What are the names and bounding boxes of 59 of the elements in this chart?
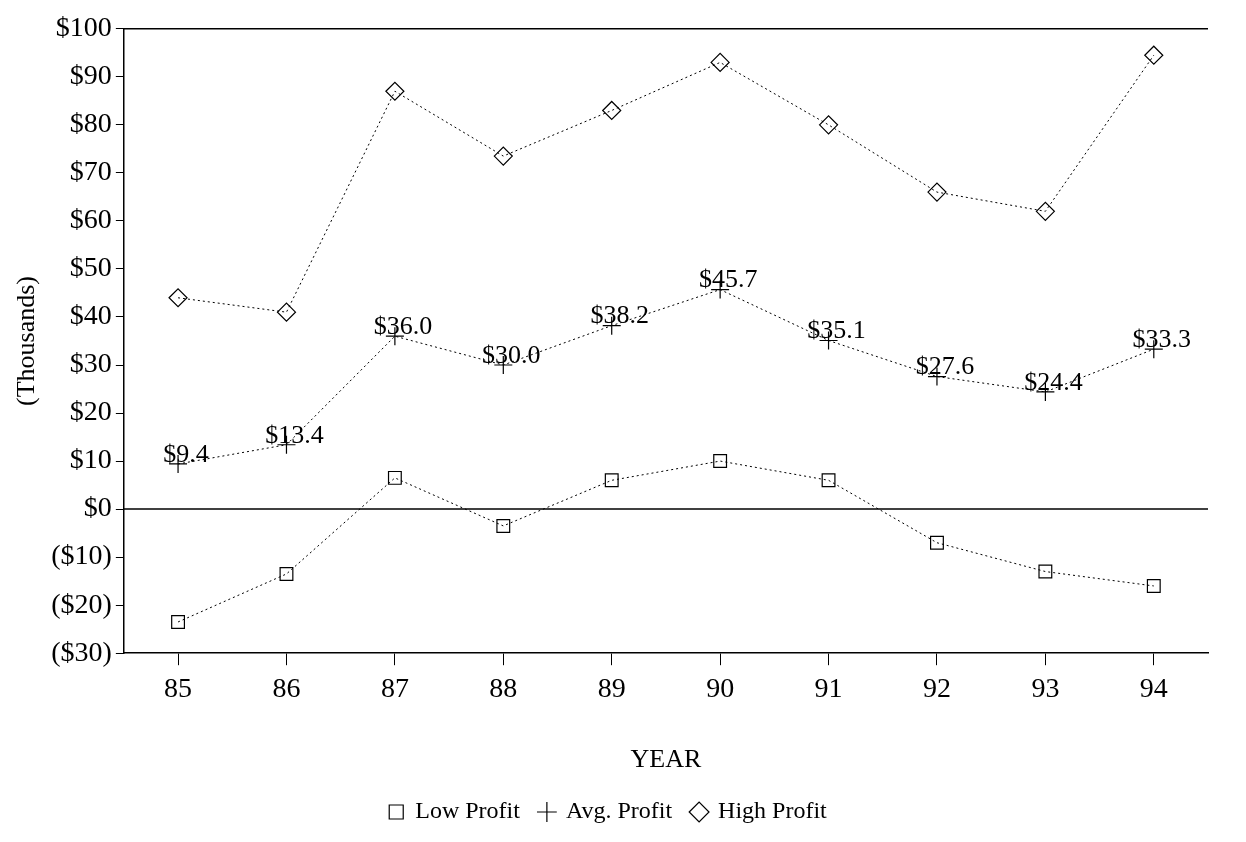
y-tick-label: $60 <box>69 203 112 235</box>
y-tick-label: ($30) <box>51 635 112 667</box>
point <box>602 100 622 121</box>
legend-label: Avg. Profit <box>565 797 673 824</box>
x-tick-label: 94 <box>1139 672 1168 704</box>
point <box>1038 564 1053 579</box>
y-tick-label: $50 <box>69 251 112 283</box>
point <box>1144 45 1164 65</box>
point <box>493 146 513 166</box>
point <box>713 454 728 469</box>
data-label: $24.4 <box>1024 366 1083 396</box>
x-tick-label: 92 <box>922 672 951 704</box>
point <box>821 473 836 488</box>
data-label: $36.0 <box>373 311 433 341</box>
point <box>496 518 511 533</box>
point <box>279 566 294 581</box>
x-tick-label: 91 <box>814 672 843 704</box>
point <box>387 470 402 485</box>
y-tick-label: $20 <box>69 395 112 427</box>
data-label: $33.3 <box>1132 323 1192 353</box>
point <box>1146 578 1161 593</box>
y-tick-label: ($10) <box>51 539 112 571</box>
point <box>927 182 947 202</box>
legend-label: High Profit <box>718 797 828 824</box>
data-label: $27.6 <box>915 351 975 381</box>
y-tick-label: $70 <box>69 155 112 187</box>
x-axis-title: YEAR <box>630 744 702 774</box>
point <box>818 115 839 135</box>
y-axis-title: (Thousands) <box>11 276 41 406</box>
y-tick-label: $80 <box>69 107 112 139</box>
data-label: $13.4 <box>265 419 324 449</box>
y-tick-label: $100 <box>55 11 112 43</box>
x-tick-label: 85 <box>164 672 193 704</box>
x-tick-label: 90 <box>706 672 735 704</box>
point <box>171 615 186 629</box>
point <box>385 81 405 101</box>
x-tick-label: 88 <box>489 672 518 704</box>
point <box>1035 201 1055 221</box>
point <box>710 52 730 73</box>
x-tick-label: 86 <box>272 672 301 704</box>
y-tick-label: $30 <box>69 347 112 379</box>
y-tick-label: ($20) <box>51 587 112 619</box>
point <box>930 535 944 550</box>
point <box>168 288 188 308</box>
data-label: $38.2 <box>590 300 649 330</box>
x-tick-label: 93 <box>1031 672 1060 704</box>
y-tick-label: $0 <box>83 491 112 523</box>
data-label: $45.7 <box>698 264 758 294</box>
y-tick-label: $40 <box>69 299 112 331</box>
data-label: $9.4 <box>163 438 209 468</box>
data-label: $35.1 <box>807 315 866 345</box>
x-tick-label: 89 <box>597 672 626 704</box>
y-tick-label: $90 <box>69 59 112 91</box>
y-tick-label: $10 <box>69 443 112 475</box>
legend-label: Low Profit <box>415 797 521 824</box>
x-tick-label: 87 <box>380 672 409 704</box>
data-label: $30.0 <box>482 339 541 369</box>
point <box>276 302 297 322</box>
point <box>604 473 619 488</box>
